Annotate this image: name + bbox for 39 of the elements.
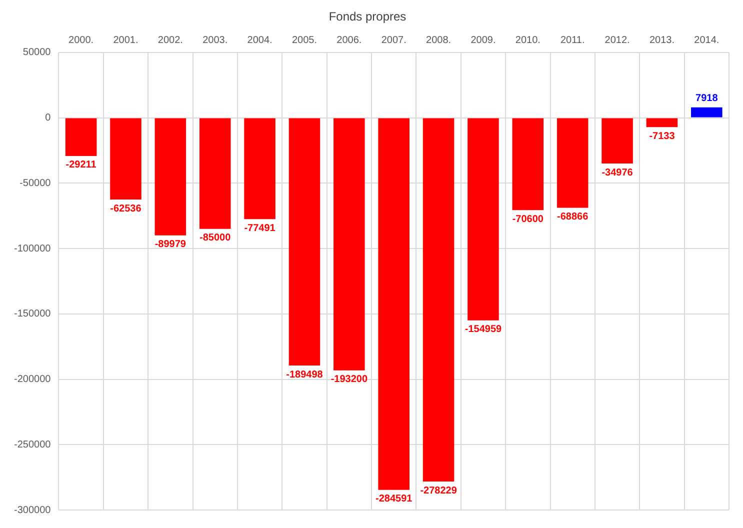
x-tick-label: 2008. — [426, 35, 452, 46]
data-label: -278229 — [420, 485, 458, 496]
y-tick-label: 50000 — [22, 47, 52, 58]
chart-title: Fonds propres — [328, 10, 406, 24]
y-tick-label: -250000 — [14, 439, 52, 450]
y-tick-label: 0 — [45, 112, 52, 124]
x-tick-label: 2014. — [694, 35, 720, 46]
data-label: -85000 — [200, 232, 232, 244]
data-label: -193200 — [330, 374, 368, 386]
data-label: -189498 — [286, 369, 324, 380]
data-label: -77491 — [244, 222, 276, 234]
x-tick-label: 2006. — [336, 35, 362, 46]
y-tick-label: -150000 — [14, 308, 52, 320]
data-label: -284591 — [376, 494, 413, 505]
data-label: -89979 — [154, 239, 186, 250]
x-tick-label: 2007. — [381, 35, 406, 46]
data-label: -68866 — [557, 212, 589, 223]
x-tick-label: 2003. — [202, 35, 228, 46]
y-tick-label: -300000 — [14, 504, 52, 516]
data-label: -7133 — [649, 130, 676, 142]
y-tick-label: -100000 — [14, 243, 52, 254]
x-tick-label: 2001. — [113, 35, 138, 46]
data-label: 7918 — [696, 93, 718, 104]
x-tick-label: 2011. — [560, 35, 585, 46]
data-label: -154959 — [464, 324, 502, 336]
x-tick-label: 2012. — [604, 35, 630, 46]
x-tick-label: 2004. — [247, 35, 272, 46]
y-tick-label: -50000 — [20, 178, 52, 189]
x-tick-label: 2010. — [515, 35, 540, 46]
x-tick-label: 2000. — [68, 35, 94, 46]
data-label: -29211 — [66, 160, 97, 171]
x-tick-label: 2009. — [470, 35, 496, 46]
y-tick-label: -200000 — [14, 374, 52, 386]
x-tick-label: 2002. — [158, 35, 183, 46]
data-label: -34976 — [602, 167, 634, 178]
x-tick-label: 2013. — [649, 35, 674, 46]
x-tick-label: 2005. — [292, 35, 317, 46]
data-label: -62536 — [110, 203, 142, 214]
data-label: -70600 — [512, 214, 544, 225]
